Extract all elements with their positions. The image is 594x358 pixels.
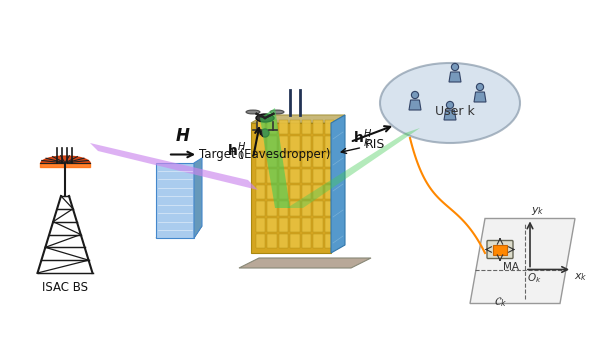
Bar [302, 201, 311, 216]
Polygon shape [409, 100, 421, 110]
Bar [324, 201, 334, 216]
Bar [256, 234, 266, 248]
Polygon shape [260, 108, 290, 208]
Polygon shape [90, 143, 258, 190]
Polygon shape [474, 92, 486, 102]
Bar [313, 169, 323, 183]
Text: ISAC BS: ISAC BS [42, 281, 88, 294]
Ellipse shape [246, 110, 260, 114]
Bar [302, 218, 311, 232]
Text: $\mathbf{h}_k^H$: $\mathbf{h}_k^H$ [353, 127, 372, 150]
Polygon shape [444, 110, 456, 120]
Bar [302, 136, 311, 150]
Bar [290, 234, 300, 248]
Bar [313, 136, 323, 150]
Polygon shape [156, 226, 202, 238]
Bar [279, 234, 288, 248]
Bar [267, 218, 277, 232]
Text: User k: User k [435, 105, 475, 117]
Bar [267, 169, 277, 183]
Bar [290, 185, 300, 199]
Bar [302, 153, 311, 167]
Bar [279, 136, 288, 150]
Ellipse shape [256, 114, 274, 122]
Bar [267, 153, 277, 167]
Bar [256, 185, 266, 199]
Text: RIS: RIS [341, 138, 386, 154]
Bar [302, 234, 311, 248]
Text: $x_k$: $x_k$ [574, 271, 587, 283]
Bar [267, 234, 277, 248]
Bar [290, 218, 300, 232]
Bar [290, 201, 300, 216]
Polygon shape [251, 123, 331, 253]
Circle shape [412, 91, 419, 98]
Polygon shape [287, 128, 420, 208]
Bar [279, 169, 288, 183]
Polygon shape [156, 163, 194, 238]
Bar [302, 120, 311, 134]
Bar [279, 120, 288, 134]
Polygon shape [239, 258, 371, 268]
Text: Target (Eavesdropper): Target (Eavesdropper) [200, 148, 331, 161]
Ellipse shape [270, 110, 284, 114]
Bar [302, 169, 311, 183]
Bar [313, 234, 323, 248]
Bar [302, 185, 311, 199]
Bar [290, 120, 300, 134]
Bar [290, 153, 300, 167]
Bar [279, 153, 288, 167]
Text: $\mathbf{h}_0^H$: $\mathbf{h}_0^H$ [227, 140, 246, 163]
Circle shape [451, 63, 459, 71]
Bar [324, 234, 334, 248]
Polygon shape [194, 158, 202, 238]
Bar [256, 153, 266, 167]
Bar [313, 218, 323, 232]
Bar [313, 120, 323, 134]
Bar [279, 201, 288, 216]
Circle shape [476, 83, 484, 91]
Bar [324, 153, 334, 167]
Text: $y_k$: $y_k$ [531, 205, 545, 217]
Polygon shape [449, 72, 461, 82]
Polygon shape [331, 115, 345, 253]
Bar [256, 218, 266, 232]
Bar [279, 185, 288, 199]
Bar [267, 136, 277, 150]
Bar [290, 169, 300, 183]
Bar [324, 120, 334, 134]
Bar [256, 120, 266, 134]
Bar [290, 136, 300, 150]
Text: MA: MA [503, 261, 519, 271]
Circle shape [261, 129, 269, 137]
Bar [256, 136, 266, 150]
Ellipse shape [380, 63, 520, 143]
FancyBboxPatch shape [487, 241, 513, 258]
Bar [324, 218, 334, 232]
Bar [256, 201, 266, 216]
Bar [256, 169, 266, 183]
Circle shape [447, 101, 454, 108]
Bar [313, 153, 323, 167]
Bar [313, 185, 323, 199]
Bar [279, 218, 288, 232]
Bar [267, 201, 277, 216]
Bar [267, 120, 277, 134]
Bar [493, 245, 507, 255]
Bar [313, 201, 323, 216]
Polygon shape [470, 218, 575, 304]
Text: $O_k$: $O_k$ [527, 271, 542, 285]
Polygon shape [251, 115, 345, 123]
Bar [324, 169, 334, 183]
Bar [267, 185, 277, 199]
Bar [324, 185, 334, 199]
Text: H: H [176, 126, 190, 145]
Bar [324, 136, 334, 150]
Text: $\mathcal{C}_k$: $\mathcal{C}_k$ [494, 295, 507, 309]
